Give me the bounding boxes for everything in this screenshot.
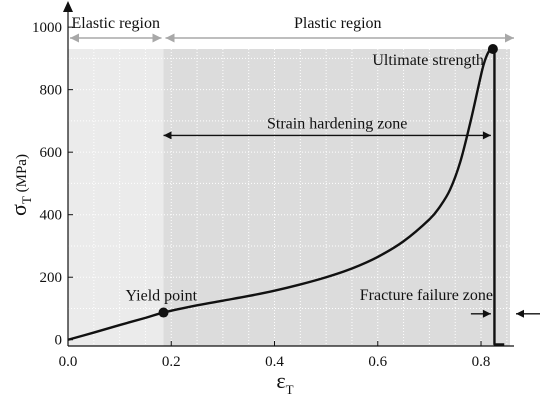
elastic-region-label: Elastic region [72, 15, 160, 32]
x-axis-symbol: ε [276, 368, 285, 393]
y-axis-unit: (MPa) [14, 154, 30, 196]
x-tick-label: 0.4 [265, 354, 284, 370]
y-tick-label: 800 [40, 83, 63, 99]
y-axis-arrowhead [63, 1, 73, 12]
y-tick-label: 600 [40, 145, 63, 161]
elastic-region-arrow-head-right [152, 33, 162, 43]
region-shading [68, 49, 510, 347]
x-tick-label: 0.2 [162, 354, 181, 370]
x-tick-label: 0.8 [472, 354, 491, 370]
fracture-arrow-right-head [516, 309, 524, 318]
grid-lines [68, 49, 512, 346]
plastic-region-label: Plastic region [294, 15, 382, 32]
y-axis-subscript: T [19, 196, 34, 204]
tick-labels: 0.0 0.2 0.4 0.6 0.8 0 200 400 600 800 1000 [32, 20, 490, 370]
x-tick-label: 0.6 [368, 354, 387, 370]
y-axis-title: σT (MPa) [6, 154, 34, 216]
y-tick-label: 200 [40, 270, 63, 286]
region-shade-1 [163, 49, 510, 347]
stress-strain-curve [67, 47, 505, 346]
x-axis-title: εT [276, 368, 293, 397]
fracture-failure-label: Fracture failure zone [360, 287, 493, 304]
ultimate-strength-marker [487, 44, 498, 55]
ultimate-strength-label: Ultimate strength [372, 52, 484, 69]
strain-hardening-label: Strain hardening zone [267, 115, 407, 132]
x-axis-subscript: T [286, 382, 294, 397]
region-shade-0 [68, 49, 164, 347]
fracture-arrow-left-head [482, 309, 491, 318]
axes [63, 1, 514, 347]
point-markers: Yield point Ultimate strength [126, 44, 498, 318]
x-tick-label: 0.0 [59, 354, 78, 370]
yield-point-marker [158, 307, 169, 318]
y-tick-label: 400 [40, 208, 63, 224]
y-axis-symbol: σ [6, 204, 31, 216]
plastic-region-arrow-head-right [505, 33, 514, 43]
yield-point-label: Yield point [126, 288, 198, 305]
plastic-region-arrow-head-left [165, 33, 175, 43]
y-tick-label: 0 [55, 333, 63, 349]
annotations: Elastic region Plastic region Strain harde… [70, 15, 540, 318]
strain-hardening-arrow-right [482, 131, 491, 140]
elastic-region-arrow-head-left [70, 33, 79, 43]
y-tick-label: 1000 [32, 20, 62, 36]
strain-hardening-arrow-left [163, 131, 172, 140]
curve-layer [67, 47, 505, 346]
